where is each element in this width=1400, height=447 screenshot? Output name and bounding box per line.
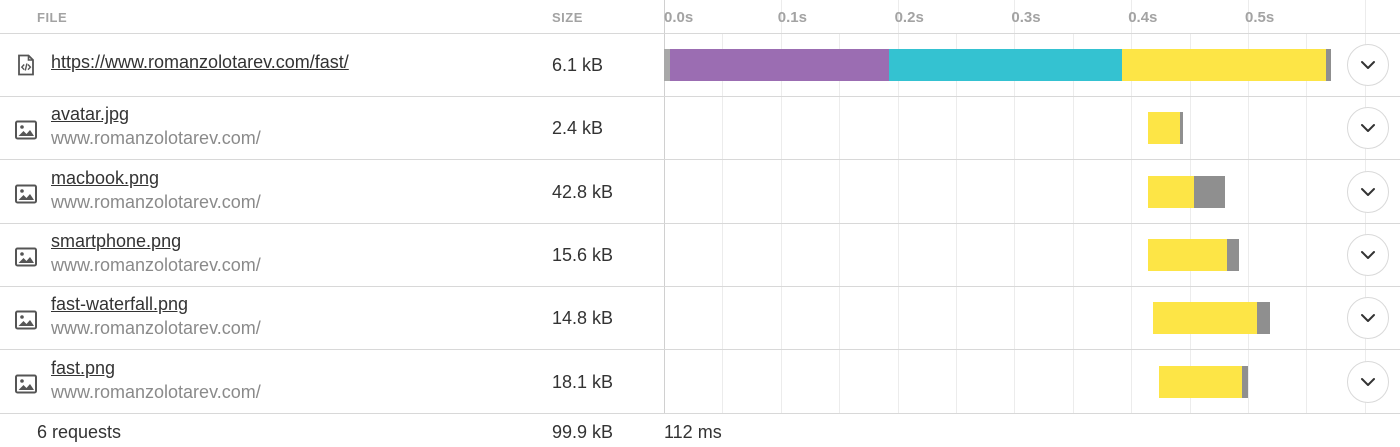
expand-row-button[interactable] [1347,297,1389,340]
timing-bar-wait [1153,302,1258,335]
timing-bar-wait [1147,175,1195,208]
expand-row-button[interactable] [1347,360,1389,403]
file-size: 18.1 kB [552,371,614,392]
tick-label: 0.2s [894,9,924,26]
expand-row-button[interactable] [1347,44,1389,86]
tick-label: 0.3s [1011,9,1041,26]
timing-bar-wait [1121,49,1327,81]
expand-row-button[interactable] [1347,233,1389,276]
file-host: www.romanzolotarev.com/ [51,381,261,402]
tick-label: 0.1s [777,9,807,26]
file-host: www.romanzolotarev.com/ [51,318,261,339]
chevron-down-icon [1360,377,1376,387]
image-file-icon [14,308,38,332]
chevron-down-icon [1360,187,1376,197]
expand-row-button[interactable] [1347,107,1389,150]
file-link[interactable]: fast-waterfall.png [51,294,189,315]
file-link[interactable]: https://www.romanzolotarev.com/fast/ [51,52,349,72]
table-row: fast.png www.romanzolotarev.com/18.1 kB [0,351,1400,414]
request-count: 6 requests [37,422,122,442]
table-header: FILE SIZE 0.0s 0.1s 0.2s 0.3s 0.4s 0.5s [0,0,1400,34]
image-file-icon [14,182,38,206]
image-file-icon [14,118,38,142]
timing-bar-receive [1326,49,1331,81]
chevron-down-icon [1360,250,1376,260]
total-time: 112 ms [664,422,722,442]
total-size: 99.9 kB [552,422,614,442]
timing-bar-receive [1242,365,1248,398]
chevron-down-icon [1360,60,1376,70]
image-file-icon [14,245,38,269]
file-host: www.romanzolotarev.com/ [51,191,261,212]
timing-bar-receive [1180,112,1183,145]
expand-row-button[interactable] [1347,170,1389,213]
timing-bar-dns [669,49,890,81]
summary-footer: 6 requests 99.9 kB 112 ms [0,414,1400,447]
size-column-header: SIZE [552,10,583,25]
chevron-down-icon [1360,123,1376,133]
file-host: www.romanzolotarev.com/ [51,128,261,149]
table-row: smartphone.png www.romanzolotarev.com/15.… [0,224,1400,287]
file-column-header: FILE [37,10,68,25]
timing-bar-receive [1194,175,1225,208]
tick-label: 0.0s [664,9,694,26]
table-row: avatar.jpg www.romanzolotarev.com/2.4 kB [0,97,1400,161]
table-row: macbook.png www.romanzolotarev.com/42.8 k… [0,161,1400,224]
file-link[interactable]: macbook.png [51,167,160,188]
timing-bar-receive [1257,302,1271,335]
timing-bar-connect [889,49,1122,81]
timing-bar-blocked [664,49,670,81]
file-size: 2.4 kB [552,118,604,139]
tick-label: 0.4s [1128,9,1158,26]
timing-bar-wait [1147,112,1181,145]
timing-bar-receive [1226,238,1239,271]
timing-bar-wait [1159,365,1243,398]
file-size: 6.1 kB [552,55,604,75]
file-size: 42.8 kB [552,181,614,202]
html-document-icon [14,53,38,77]
file-link[interactable]: fast.png [51,357,116,378]
file-link[interactable]: avatar.jpg [51,104,130,125]
chevron-down-icon [1360,313,1376,323]
tick-label: 0.5s [1245,9,1275,26]
file-size: 14.8 kB [552,308,614,329]
table-row: https://www.romanzolotarev.com/fast/6.1 … [0,34,1400,97]
timing-bar-wait [1147,238,1227,271]
file-size: 15.6 kB [552,244,614,265]
image-file-icon [14,372,38,396]
table-row: fast-waterfall.png www.romanzolotarev.com… [0,287,1400,351]
file-link[interactable]: smartphone.png [51,230,182,251]
file-host: www.romanzolotarev.com/ [51,254,261,275]
